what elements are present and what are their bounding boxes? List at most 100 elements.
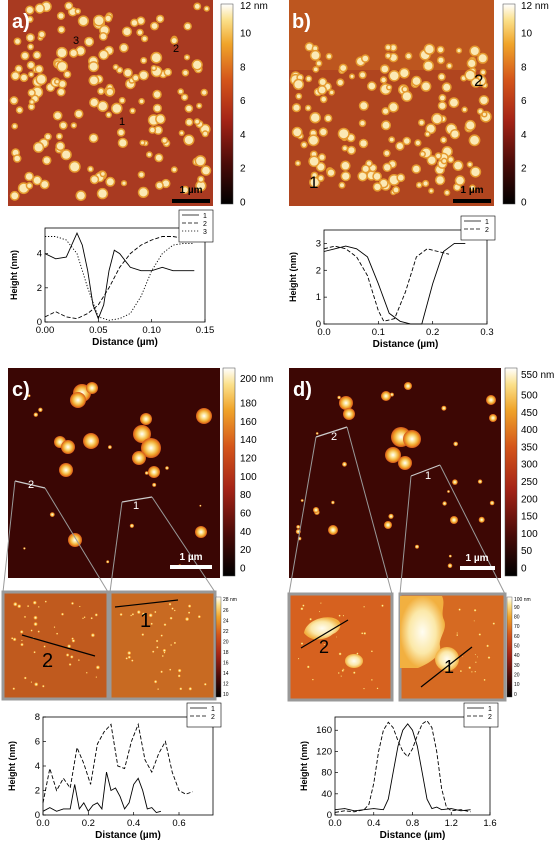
particle	[309, 157, 319, 166]
particle	[183, 70, 188, 76]
colorbar-tick-label: 500	[521, 391, 538, 402]
particles-d	[295, 382, 497, 568]
particle	[62, 150, 71, 159]
x-tick-label: 0.6	[172, 818, 185, 829]
zoom-connector-d	[439, 464, 506, 595]
colorbar-tick-label: 60	[514, 634, 520, 640]
particle	[473, 608, 477, 612]
particle	[310, 178, 319, 187]
particle	[106, 178, 114, 186]
profile-chart-a: 0.00 0.05 0.10 0.15 0 2 4 Distance (µm) Height (…	[9, 209, 214, 348]
y-tick-label: 1	[316, 292, 321, 303]
particle	[172, 167, 177, 172]
particle	[339, 129, 349, 139]
colorbar-tick-label: 6	[240, 96, 246, 107]
particle	[188, 686, 193, 691]
zoom-inset-c-1	[108, 590, 217, 701]
panel-a: a) 3 2 1 1 µm 12 nm 10 8 6 4 2 0	[8, 0, 268, 209]
series-line-1	[334, 723, 471, 812]
particle	[397, 174, 404, 181]
particle	[28, 44, 33, 49]
particle	[187, 611, 191, 614]
particle	[456, 176, 464, 185]
x-tick-label: 0.4	[127, 818, 140, 829]
y-tick-label: 4	[35, 761, 40, 772]
particle	[90, 76, 98, 85]
scale-bar-b	[453, 199, 491, 203]
profile-line-d-2	[300, 619, 349, 649]
particle	[478, 109, 483, 114]
particle	[152, 482, 157, 487]
particle	[474, 654, 476, 656]
scale-bar-label-d: 1 µm	[466, 553, 489, 564]
particle	[23, 547, 26, 550]
particle	[79, 16, 88, 26]
particle	[45, 134, 51, 140]
particle	[140, 413, 152, 425]
panel-letter-d: d)	[293, 379, 312, 401]
particle	[319, 79, 326, 85]
particle	[457, 49, 461, 53]
particle	[21, 639, 23, 642]
particle	[376, 687, 379, 690]
particle	[454, 184, 460, 190]
particle	[338, 614, 341, 617]
particle	[352, 671, 356, 675]
particle	[340, 183, 344, 188]
particle	[163, 623, 167, 627]
particle	[428, 156, 436, 164]
legend-label: 2	[203, 221, 207, 228]
particle	[150, 622, 153, 626]
colorbar-tick-label: 20	[223, 639, 229, 645]
particle	[77, 659, 80, 662]
particle	[177, 674, 181, 678]
particle	[56, 142, 64, 150]
particle	[65, 653, 70, 657]
scale-bar-label-a: 1 µm	[180, 185, 203, 196]
particle	[441, 137, 446, 143]
particle	[184, 135, 193, 145]
particle	[318, 176, 323, 181]
inset-label-d-1: 1	[444, 657, 454, 677]
particle	[338, 652, 342, 656]
particle	[450, 516, 458, 524]
particle	[203, 131, 208, 136]
particle	[321, 97, 327, 102]
particle	[117, 68, 122, 73]
colorbar-tick-label: 100	[521, 529, 538, 540]
plot-frame	[44, 227, 206, 323]
inset-colorbar-ticks-c: 26 24 22 20 18 16 14 12 10	[223, 608, 229, 698]
particle	[312, 173, 317, 178]
particle	[340, 65, 347, 71]
particle	[381, 391, 391, 401]
particle	[64, 71, 70, 77]
particle	[388, 513, 394, 519]
particle	[61, 612, 64, 616]
particle	[82, 617, 84, 620]
particle-clusters-b	[289, 42, 492, 196]
particle	[89, 62, 98, 71]
zoom-connector-d	[288, 436, 317, 595]
particle	[38, 407, 43, 412]
particle	[162, 648, 167, 653]
particle	[337, 79, 343, 86]
particle	[36, 4, 44, 13]
colorbar-tick-label: 180	[240, 399, 257, 410]
panel-d: d) 2 1 1 µm 550 nm 500450400350300250200…	[287, 367, 554, 702]
inset-colorbar-d	[506, 596, 513, 698]
particle	[141, 438, 161, 458]
particle	[445, 190, 449, 195]
particle	[486, 644, 490, 648]
particle	[37, 606, 40, 608]
particle	[153, 91, 161, 98]
colorbar-tick-label: 120	[240, 454, 257, 465]
colorbar-unit-b: 12 nm	[521, 1, 549, 12]
colorbar-tick-label: 0	[240, 564, 246, 575]
particle	[370, 650, 373, 653]
particle	[49, 512, 55, 517]
legend-box	[463, 702, 499, 728]
series-line-1	[42, 771, 162, 814]
particle	[389, 103, 398, 112]
particle	[447, 490, 450, 493]
